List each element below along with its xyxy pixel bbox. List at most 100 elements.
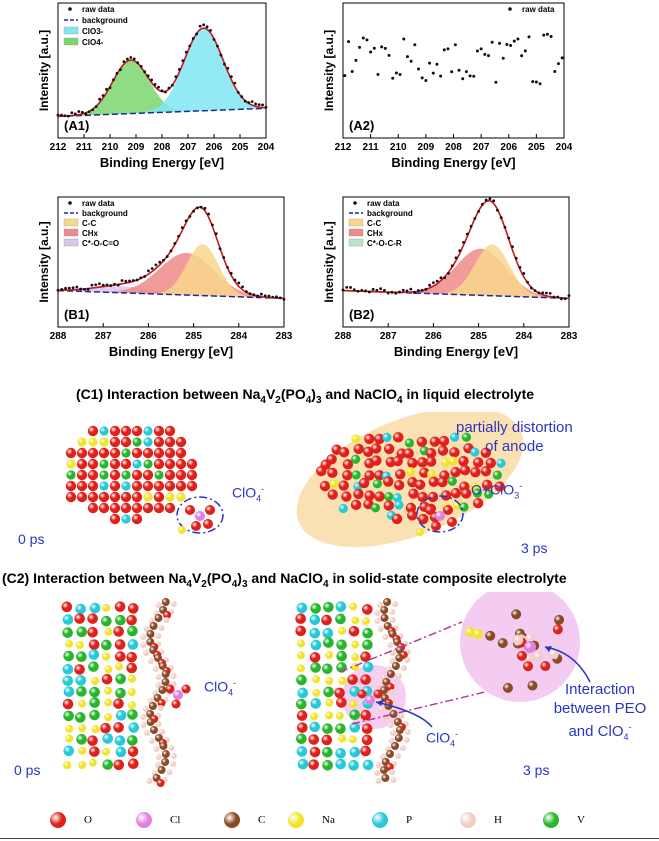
raw-data-point (94, 105, 98, 108)
atom-o (164, 458, 176, 470)
raw-data-point (105, 283, 109, 287)
atom-o (62, 698, 74, 710)
atom-p (322, 627, 334, 639)
raw-data-point (169, 249, 173, 253)
atom-na (351, 640, 360, 649)
raw-data-point (143, 275, 147, 278)
raw-data-point (367, 290, 371, 294)
atom-p (88, 649, 100, 660)
atom-o (342, 459, 354, 470)
atom-h (395, 673, 402, 679)
atom-o (416, 436, 428, 447)
atom-p-icon (372, 812, 388, 828)
atom-p (309, 614, 321, 626)
title-text: V (191, 570, 202, 586)
title-text: in solid-state composite electrolyte (328, 570, 567, 586)
raw-data-point (216, 44, 219, 48)
raw-data-point (511, 245, 514, 249)
atom-o (65, 480, 77, 492)
raw-data-point (383, 46, 387, 50)
atom-h (168, 745, 175, 751)
x-tick-label: 283 (276, 331, 293, 342)
panel-label: (B2) (349, 307, 374, 322)
legend-item-p: P (372, 812, 412, 828)
atom-o (350, 499, 362, 511)
atom-o (87, 469, 99, 481)
atom-v (88, 661, 99, 672)
raw-data-point (112, 78, 115, 82)
raw-data-point (174, 75, 178, 78)
legend-marker (63, 37, 79, 46)
raw-data-point (442, 48, 446, 52)
atom-o (393, 432, 404, 443)
atom-o (427, 491, 439, 503)
raw-data-point (450, 264, 454, 268)
atom-o (370, 443, 382, 454)
atom-na (78, 699, 87, 708)
atom-v (323, 601, 334, 613)
time-label-c1-3ps: 3 ps (521, 540, 548, 556)
raw-data-point (131, 279, 135, 282)
atom-o (407, 457, 418, 469)
atom-v (323, 686, 334, 698)
legend-label: C-C (367, 219, 381, 228)
raw-data-point (64, 286, 67, 290)
atom-h (377, 602, 384, 608)
atom-c (148, 702, 157, 710)
atom-o (447, 517, 457, 527)
raw-data-point (158, 260, 162, 264)
atom-o (186, 480, 198, 492)
atom-na (165, 492, 175, 502)
raw-data-point (82, 287, 86, 291)
arrow-clo4 (375, 701, 433, 728)
raw-data-point (416, 289, 420, 292)
atom-o (101, 673, 113, 685)
atom-o (89, 746, 100, 757)
atom-na (78, 761, 87, 770)
raw-data-point (109, 284, 113, 287)
legend-label: raw data (82, 5, 115, 14)
raw-data-point (516, 37, 520, 41)
raw-data-point (236, 90, 240, 94)
atom-o (316, 465, 327, 477)
atom-v (62, 627, 73, 638)
title-text: (PO (206, 570, 232, 586)
atom-v (335, 613, 346, 625)
x-tick-label: 204 (556, 142, 573, 153)
raw-data-point (428, 61, 432, 65)
raw-data-point (347, 40, 351, 44)
legend-marker (348, 218, 364, 227)
raw-data-point (135, 278, 139, 282)
atom-o (142, 447, 154, 459)
atom-o (109, 447, 121, 459)
atom-o (408, 488, 419, 499)
legend-marker (348, 228, 364, 237)
atom-o (126, 662, 138, 674)
raw-data-point (108, 86, 112, 90)
atom-o (472, 497, 484, 509)
panel-a1: 212 211 210 209 208 207 206 205 204 Binding Energ… (37, 2, 275, 170)
atom-o (87, 425, 99, 437)
subscript: 4 (623, 732, 629, 742)
atom-o (297, 722, 308, 733)
panel-b2: 288 287 286 285 284 283 Binding Energy [eV] Int… (322, 196, 578, 359)
x-tick-label: 284 (230, 331, 247, 342)
raw-data-point (492, 199, 496, 203)
subscript: 4 (260, 394, 266, 406)
atom-o (363, 446, 374, 457)
raw-data-point (209, 28, 212, 32)
atom-o (431, 521, 441, 531)
superscript: - (455, 729, 459, 739)
panel-label: (A1) (64, 118, 89, 133)
raw-data-point (177, 67, 181, 71)
x-tick-label: 206 (500, 142, 517, 153)
legend-label: P (406, 814, 413, 826)
atom-o (153, 458, 165, 470)
atom-v (335, 723, 346, 734)
legend-item-na: Na (288, 812, 335, 828)
raw-data-point (461, 77, 465, 81)
component-c-c (58, 244, 284, 299)
raw-data-point (462, 240, 465, 244)
atom-o (516, 650, 527, 661)
atom-o (131, 469, 143, 481)
